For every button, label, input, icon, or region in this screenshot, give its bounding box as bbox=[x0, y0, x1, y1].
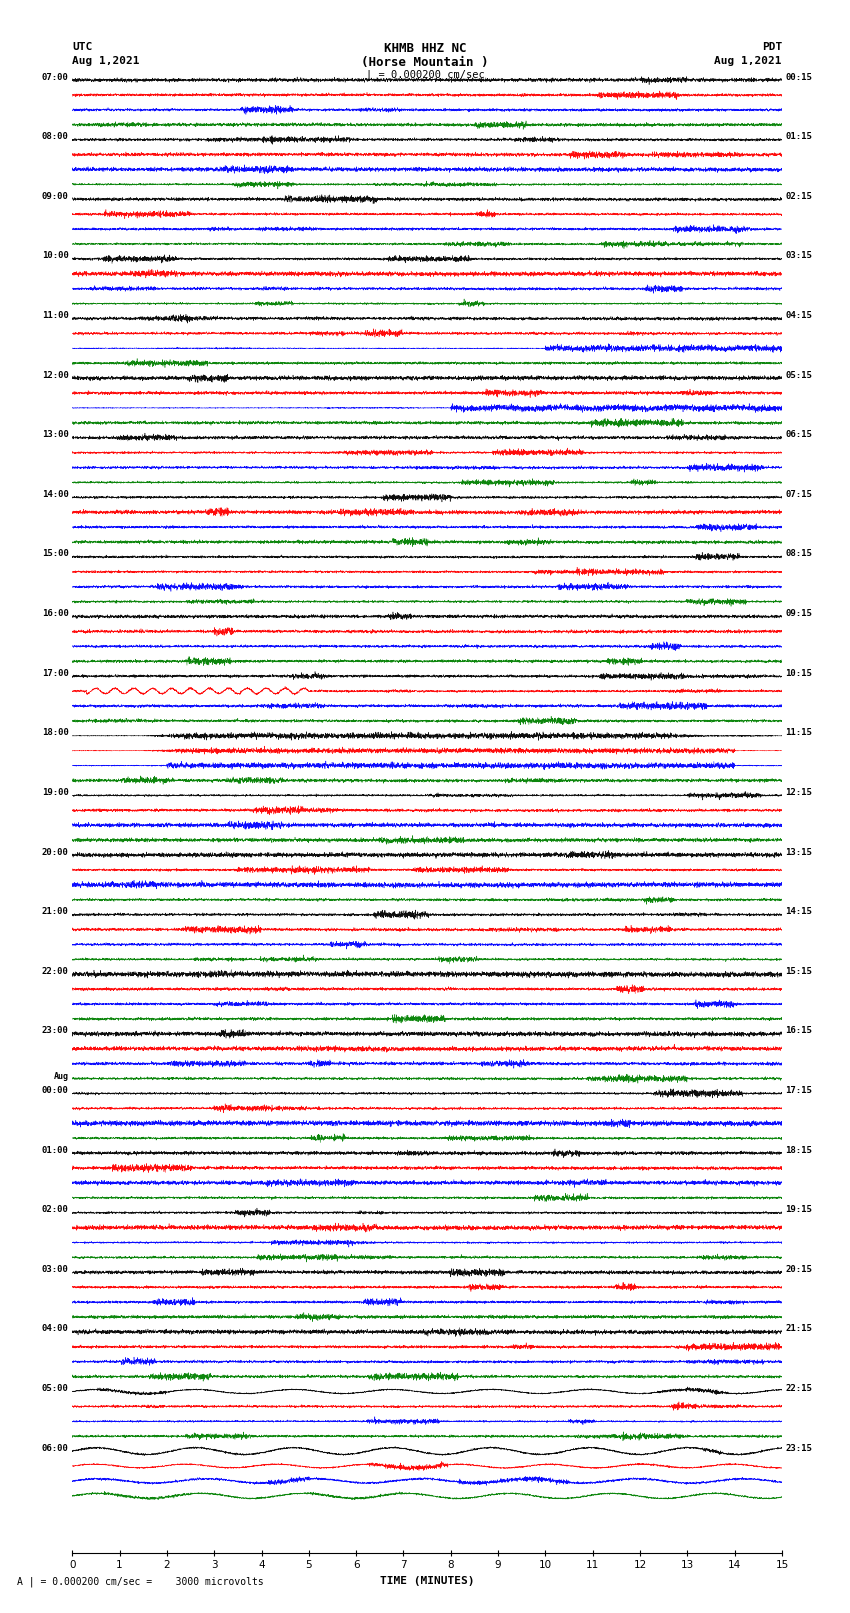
Text: 08:00: 08:00 bbox=[42, 132, 69, 142]
Text: 17:15: 17:15 bbox=[785, 1086, 813, 1095]
Text: 17:00: 17:00 bbox=[42, 669, 69, 677]
Text: Aug 1,2021: Aug 1,2021 bbox=[715, 56, 782, 66]
Text: 11:15: 11:15 bbox=[785, 729, 813, 737]
Text: 11:00: 11:00 bbox=[42, 311, 69, 319]
Text: 21:00: 21:00 bbox=[42, 907, 69, 916]
Text: 07:15: 07:15 bbox=[785, 490, 813, 498]
Text: UTC: UTC bbox=[72, 42, 93, 52]
Text: Aug 1,2021: Aug 1,2021 bbox=[72, 56, 139, 66]
Text: KHMB HHZ NC: KHMB HHZ NC bbox=[383, 42, 467, 55]
Text: 03:00: 03:00 bbox=[42, 1265, 69, 1274]
Text: 22:15: 22:15 bbox=[785, 1384, 813, 1394]
Text: 05:15: 05:15 bbox=[785, 371, 813, 379]
Text: 15:00: 15:00 bbox=[42, 550, 69, 558]
Text: 01:15: 01:15 bbox=[785, 132, 813, 142]
Text: A | = 0.000200 cm/sec =    3000 microvolts: A | = 0.000200 cm/sec = 3000 microvolts bbox=[17, 1576, 264, 1587]
Text: 09:15: 09:15 bbox=[785, 610, 813, 618]
Text: 19:00: 19:00 bbox=[42, 789, 69, 797]
Text: 00:00: 00:00 bbox=[42, 1086, 69, 1095]
X-axis label: TIME (MINUTES): TIME (MINUTES) bbox=[380, 1576, 474, 1586]
Text: 12:00: 12:00 bbox=[42, 371, 69, 379]
Text: 02:15: 02:15 bbox=[785, 192, 813, 200]
Text: 04:15: 04:15 bbox=[785, 311, 813, 319]
Text: 23:15: 23:15 bbox=[785, 1444, 813, 1453]
Text: 16:15: 16:15 bbox=[785, 1026, 813, 1036]
Text: 21:15: 21:15 bbox=[785, 1324, 813, 1334]
Text: 04:00: 04:00 bbox=[42, 1324, 69, 1334]
Text: 00:15: 00:15 bbox=[785, 73, 813, 82]
Text: 13:15: 13:15 bbox=[785, 847, 813, 857]
Text: PDT: PDT bbox=[762, 42, 782, 52]
Text: 06:00: 06:00 bbox=[42, 1444, 69, 1453]
Text: 06:15: 06:15 bbox=[785, 431, 813, 439]
Text: 15:15: 15:15 bbox=[785, 966, 813, 976]
Text: 05:00: 05:00 bbox=[42, 1384, 69, 1394]
Text: 09:00: 09:00 bbox=[42, 192, 69, 200]
Text: 13:00: 13:00 bbox=[42, 431, 69, 439]
Text: Aug: Aug bbox=[54, 1073, 69, 1081]
Text: (Horse Mountain ): (Horse Mountain ) bbox=[361, 56, 489, 69]
Text: 02:00: 02:00 bbox=[42, 1205, 69, 1215]
Text: 20:00: 20:00 bbox=[42, 847, 69, 857]
Text: 20:15: 20:15 bbox=[785, 1265, 813, 1274]
Text: 01:00: 01:00 bbox=[42, 1145, 69, 1155]
Text: 07:00: 07:00 bbox=[42, 73, 69, 82]
Text: 12:15: 12:15 bbox=[785, 789, 813, 797]
Text: 22:00: 22:00 bbox=[42, 966, 69, 976]
Text: | = 0.000200 cm/sec: | = 0.000200 cm/sec bbox=[366, 69, 484, 81]
Text: 19:15: 19:15 bbox=[785, 1205, 813, 1215]
Text: 03:15: 03:15 bbox=[785, 252, 813, 260]
Text: 10:15: 10:15 bbox=[785, 669, 813, 677]
Text: 14:15: 14:15 bbox=[785, 907, 813, 916]
Text: 14:00: 14:00 bbox=[42, 490, 69, 498]
Text: 18:00: 18:00 bbox=[42, 729, 69, 737]
Text: 18:15: 18:15 bbox=[785, 1145, 813, 1155]
Text: 16:00: 16:00 bbox=[42, 610, 69, 618]
Text: 10:00: 10:00 bbox=[42, 252, 69, 260]
Text: 23:00: 23:00 bbox=[42, 1026, 69, 1036]
Text: 08:15: 08:15 bbox=[785, 550, 813, 558]
